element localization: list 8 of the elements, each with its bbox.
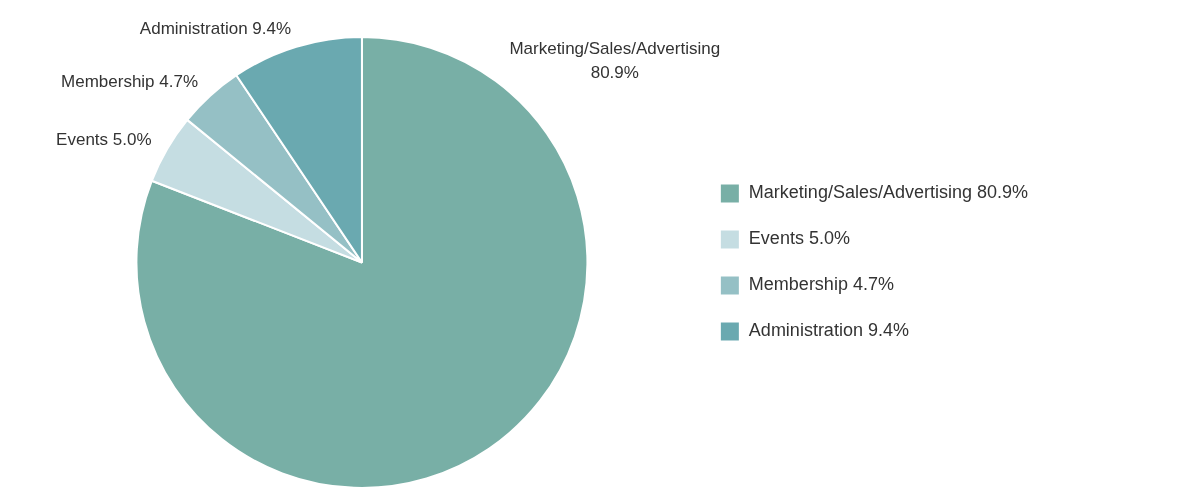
- legend-label: Events 5.0%: [748, 228, 850, 249]
- slice-label: Membership 4.7%: [61, 72, 199, 92]
- legend-label: Administration 9.4%: [748, 320, 909, 341]
- legend-label: Marketing/Sales/Advertising 80.9%: [748, 182, 1028, 203]
- slice-label: Events 5.0%: [56, 129, 152, 149]
- legend-label: Membership 4.7%: [748, 274, 894, 295]
- slice-label: Marketing/Sales/Advertising 80.9%: [509, 39, 721, 83]
- slice-label: Administration 9.4%: [139, 19, 292, 39]
